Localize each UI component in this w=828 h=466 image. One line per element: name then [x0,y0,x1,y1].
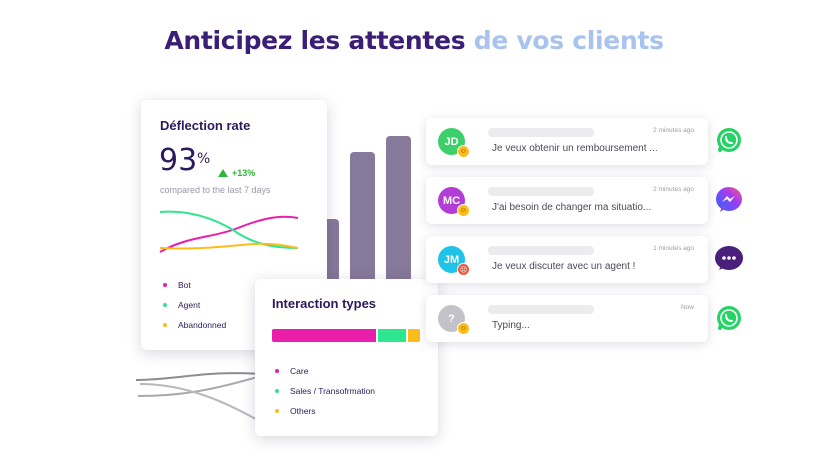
background-bar [386,136,411,281]
stacked-bar [272,329,420,342]
background-bar [350,152,375,281]
legend-dot [163,323,167,327]
legend-item-bot: Bot [163,275,226,295]
legend-dot [163,283,167,287]
page-headline: Anticipez les attentes de vos clients [0,26,828,55]
deflection-legend: Bot Agent Abandonned [163,275,226,335]
legend-item-abandonned: Abandonned [163,315,226,335]
decorative-curves [136,372,262,423]
whatsapp-icon[interactable] [714,303,744,333]
legend-dot [163,303,167,307]
card-title: Interaction types [272,296,377,311]
bot-line [159,215,299,253]
message-preview: Typing... [492,320,530,331]
name-placeholder [488,246,594,255]
name-placeholder [488,187,594,196]
deflection-unit: % [197,151,211,167]
deflection-value: 93 [159,143,198,178]
interaction-types-card: Interaction types Care Sales / Transofrm… [255,279,438,436]
name-placeholder [488,305,594,314]
background-bar [324,219,339,281]
angry-emoji-icon: ☹ [457,263,470,276]
legend-item-care: Care [275,361,375,381]
trend-value: +13% [232,168,256,178]
stack-segment-others [408,329,420,342]
legend-dot [275,409,279,413]
sms-chat-icon[interactable] [714,244,744,274]
message-time: 2 minutes ago [653,186,694,193]
trend-indicator: +13% [218,168,255,178]
conversation-item[interactable]: JD ☺ 2 minutes ago Je veux obtenir un re… [426,118,708,165]
message-preview: J'ai besoin de changer ma situatio... [492,202,652,213]
messenger-icon[interactable] [714,185,744,215]
conversation-item[interactable]: MC ☺ 2 minutes ago J'ai besoin de change… [426,177,708,224]
happy-emoji-icon: ☺ [457,204,470,217]
abandonned-line [159,242,299,250]
whatsapp-icon[interactable] [714,125,744,155]
stack-segment-sales [378,329,406,342]
comparison-text: compared to the last 7 days [160,185,271,195]
happy-emoji-icon: ☺ [457,145,470,158]
legend-item-others: Others [275,401,375,421]
happy-emoji-icon: ☺ [457,322,470,335]
legend-item-sales: Sales / Transofrmation [275,381,375,401]
trend-lines-chart [159,210,299,253]
agent-line [159,210,299,249]
trend-up-icon [218,169,228,177]
stack-segment-care [272,329,376,342]
message-preview: Je veux obtenir un remboursement ... [492,143,658,154]
headline-part-2: de vos clients [473,26,664,55]
legend-item-agent: Agent [163,295,226,315]
headline-part-1: Anticipez les attentes [164,26,466,55]
interaction-legend: Care Sales / Transofrmation Others [275,361,375,421]
card-title: Déflection rate [160,118,251,133]
message-time: 2 minutes ago [653,127,694,134]
legend-dot [275,389,279,393]
legend-dot [275,369,279,373]
conversation-item[interactable]: ? ☺ Now Typing... [426,295,708,342]
conversation-item[interactable]: JM ☹ 1 minutes ago Je veux discuter avec… [426,236,708,283]
message-time: 1 minutes ago [653,245,694,252]
message-time: Now [680,304,694,311]
message-preview: Je veux discuter avec un agent ! [492,261,636,272]
name-placeholder [488,128,594,137]
